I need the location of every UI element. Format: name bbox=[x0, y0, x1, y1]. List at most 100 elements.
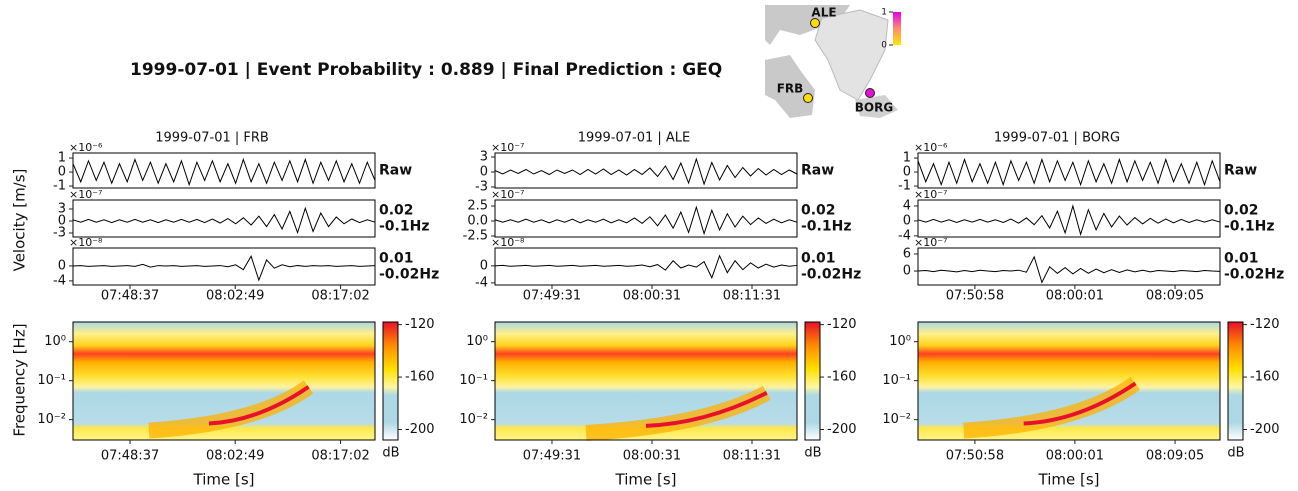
colorbar-tick-label: -120 bbox=[1250, 317, 1280, 332]
figure-title: 1999-07-01 | Event Probability : 0.889 |… bbox=[130, 60, 722, 80]
trace-label: Raw bbox=[801, 163, 834, 179]
trace-label: -0.1Hz bbox=[379, 219, 429, 235]
y-tick-label: -3 bbox=[53, 226, 66, 241]
x-tick-label: 07:49:31 bbox=[523, 449, 581, 464]
x-tick-label: 08:11:31 bbox=[723, 449, 781, 464]
panel-title: 1999-07-01 | BORG bbox=[994, 131, 1120, 146]
x-tick-label: 08:11:31 bbox=[723, 289, 781, 304]
colorbar bbox=[1227, 321, 1244, 441]
y-tick-label: -4 bbox=[53, 273, 66, 288]
x-tick-label: 07:49:31 bbox=[523, 289, 581, 304]
panel-title: 1999-07-01 | FRB bbox=[155, 131, 269, 146]
y-tick-label: 10⁰ bbox=[889, 334, 911, 349]
colorbar-tick-label: -200 bbox=[1250, 422, 1280, 437]
waveform bbox=[917, 204, 1221, 237]
trace-label: Raw bbox=[379, 163, 412, 179]
x-tick-label: 08:02:49 bbox=[206, 449, 264, 464]
axis-exponent: ×10⁻⁷ bbox=[491, 141, 524, 154]
colorbar-label: dB bbox=[804, 446, 821, 461]
x-axis-title: Time [s] bbox=[1038, 471, 1100, 489]
colorbar-tick-label: -160 bbox=[827, 370, 857, 385]
station-label: BORG bbox=[855, 101, 893, 115]
spectrogram-energy bbox=[1023, 381, 1137, 426]
y-tick-label: 0.0 bbox=[467, 213, 488, 228]
x-tick-label: 08:00:01 bbox=[1046, 289, 1104, 304]
colorbar-tick-label: 1 bbox=[881, 8, 887, 18]
waveform bbox=[494, 254, 798, 280]
colorbar bbox=[382, 321, 399, 441]
y-tick-label: -4 bbox=[898, 228, 911, 243]
station-label: FRB bbox=[777, 82, 804, 96]
axes-frame bbox=[494, 199, 798, 238]
axes-frame bbox=[72, 152, 376, 189]
axis-exponent: ×10⁻⁸ bbox=[491, 236, 525, 249]
y-tick-label: 0 bbox=[903, 264, 911, 279]
y-tick-label: 2.5 bbox=[467, 198, 488, 213]
trace-label: 0.01 bbox=[1224, 251, 1259, 267]
y-tick-label: 3 bbox=[480, 150, 488, 165]
map-land bbox=[765, 55, 815, 118]
y-tick-label: 10⁰ bbox=[466, 334, 488, 349]
y-tick-label: 10⁻¹ bbox=[459, 373, 488, 388]
axis-exponent: ×10⁻⁷ bbox=[491, 188, 524, 201]
trace-label: -0.02Hz bbox=[379, 267, 439, 283]
trace-label: 0.02 bbox=[801, 203, 836, 219]
y-tick-label: 0 bbox=[58, 214, 66, 229]
axes-frame bbox=[494, 247, 798, 286]
x-tick-label: 08:09:05 bbox=[1146, 289, 1204, 304]
y-tick-label: -4 bbox=[475, 275, 488, 290]
y-tick-label: -1 bbox=[898, 179, 911, 194]
axes-frame bbox=[917, 247, 1221, 286]
waveform bbox=[72, 254, 376, 282]
colorbar-label: dB bbox=[1227, 446, 1244, 461]
station-marker bbox=[810, 18, 820, 28]
trace-label: -0.02Hz bbox=[1224, 267, 1284, 283]
colorbar-tick-label: -160 bbox=[405, 370, 435, 385]
colorbar bbox=[804, 321, 821, 441]
station-label: ALE bbox=[811, 6, 836, 20]
x-tick-label: 08:09:05 bbox=[1146, 449, 1204, 464]
y-tick-label: -1 bbox=[53, 179, 66, 194]
x-tick-label: 07:50:58 bbox=[946, 449, 1004, 464]
x-axis-title: Time [s] bbox=[615, 471, 677, 489]
colorbar-tick-label: 0 bbox=[881, 41, 887, 51]
axes-frame bbox=[917, 199, 1221, 238]
axis-exponent: ×10⁻⁸ bbox=[69, 236, 103, 249]
trace-label: Raw bbox=[1224, 163, 1257, 179]
map-land bbox=[855, 95, 898, 118]
waveform bbox=[494, 205, 798, 236]
map bbox=[765, 5, 901, 118]
y-tick-label: 0 bbox=[480, 165, 488, 180]
waveform bbox=[72, 157, 376, 187]
x-axis-title: Time [s] bbox=[193, 471, 255, 489]
x-tick-label: 07:48:37 bbox=[101, 289, 159, 304]
trace-label: -0.02Hz bbox=[801, 267, 861, 283]
waveform bbox=[917, 255, 1221, 284]
panel-title: 1999-07-01 | ALE bbox=[578, 131, 691, 146]
y-tick-label: 10⁻¹ bbox=[37, 373, 66, 388]
map-land bbox=[765, 5, 850, 45]
axis-exponent: ×10⁻⁷ bbox=[914, 236, 947, 249]
y-tick-label: 10⁻² bbox=[459, 412, 488, 427]
waveform bbox=[72, 206, 376, 235]
y-tick-label: 10⁻¹ bbox=[882, 373, 911, 388]
trace-label: 0.02 bbox=[1224, 203, 1259, 219]
axis-exponent: ×10⁻⁶ bbox=[914, 141, 948, 154]
axis-exponent: ×10⁻⁶ bbox=[69, 141, 103, 154]
map-greenland bbox=[814, 9, 889, 101]
waveform bbox=[494, 157, 798, 186]
x-tick-label: 08:17:02 bbox=[311, 449, 369, 464]
x-tick-label: 07:48:37 bbox=[101, 449, 159, 464]
trace-label: 0.01 bbox=[379, 251, 414, 267]
y-tick-label: 6 bbox=[903, 246, 911, 261]
y-tick-label: 1 bbox=[903, 151, 911, 166]
y-tick-label: 1 bbox=[58, 151, 66, 166]
spectrogram-energy bbox=[645, 391, 768, 428]
y-tick-label: 10⁻² bbox=[882, 412, 911, 427]
x-tick-label: 08:17:02 bbox=[311, 289, 369, 304]
y-tick-label: 0 bbox=[58, 258, 66, 273]
x-tick-label: 08:02:49 bbox=[206, 289, 264, 304]
y-tick-label: 10⁻² bbox=[37, 412, 66, 427]
y-tick-label: 0 bbox=[903, 165, 911, 180]
